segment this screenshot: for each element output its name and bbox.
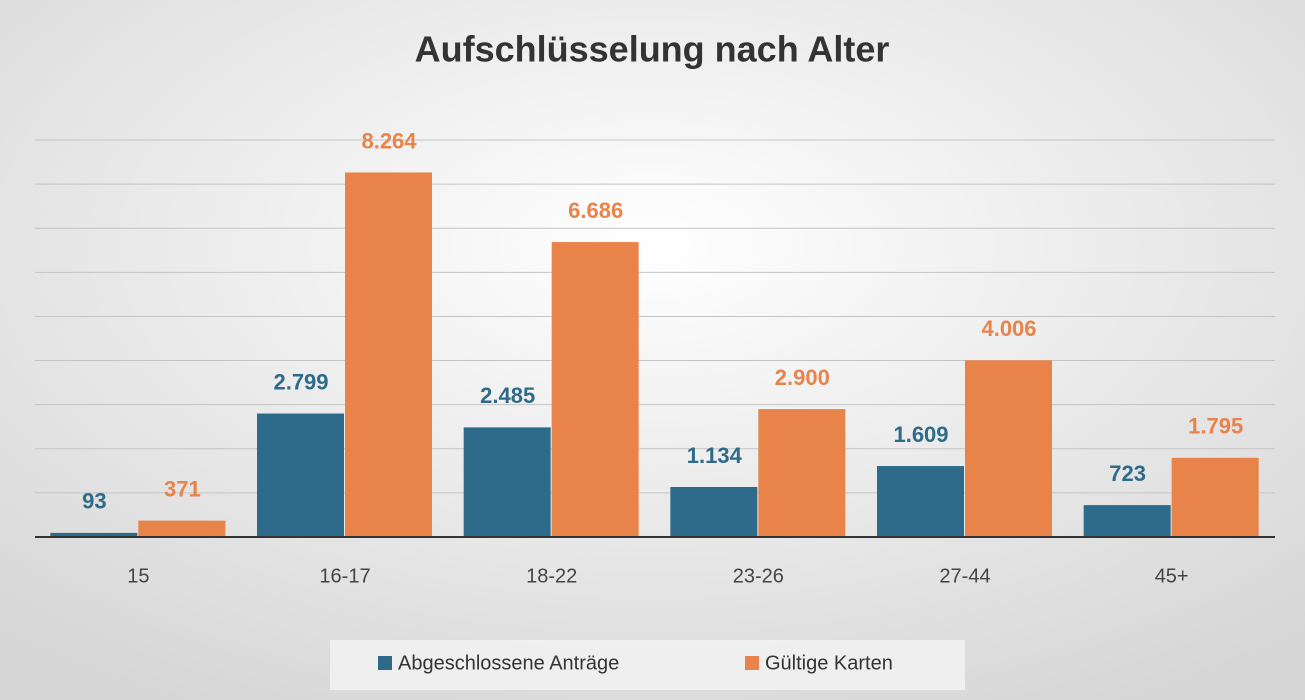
bar (1171, 457, 1259, 537)
value-label: 1.795 (1188, 414, 1243, 439)
x-tick-label: 15 (127, 565, 149, 587)
bar (257, 413, 344, 537)
bar (965, 360, 1052, 537)
x-tick-label: 16-17 (319, 565, 370, 587)
legend-swatch (378, 656, 392, 670)
bar (551, 242, 639, 537)
legend-swatch (745, 656, 759, 670)
bar (463, 427, 551, 537)
value-label: 8.264 (361, 128, 417, 153)
bar (138, 520, 226, 537)
value-label: 4.006 (981, 316, 1036, 341)
bar (877, 466, 964, 537)
legend-box (330, 640, 965, 690)
bar (1083, 505, 1171, 537)
value-label: 1.609 (893, 422, 948, 447)
bar (758, 409, 846, 537)
x-tick-label: 45+ (1155, 565, 1189, 587)
x-tick-label: 23-26 (733, 565, 784, 587)
x-tick-label: 27-44 (939, 565, 990, 587)
value-label: 2.799 (273, 369, 328, 394)
value-label: 2.485 (480, 383, 535, 408)
x-tick-label: 18-22 (526, 565, 577, 587)
bar (345, 172, 432, 538)
legend-label: Gültige Karten (765, 652, 893, 674)
value-label: 723 (1109, 461, 1146, 486)
bar (670, 486, 758, 537)
legend-label: Abgeschlossene Anträge (398, 652, 619, 674)
value-label: 2.900 (775, 365, 830, 390)
value-label: 6.686 (568, 198, 623, 223)
chart-title: Aufschlüsselung nach Alter (415, 29, 890, 70)
value-label: 93 (82, 489, 106, 514)
value-label: 371 (164, 476, 201, 501)
value-label: 1.134 (687, 443, 743, 468)
bar (50, 532, 138, 537)
